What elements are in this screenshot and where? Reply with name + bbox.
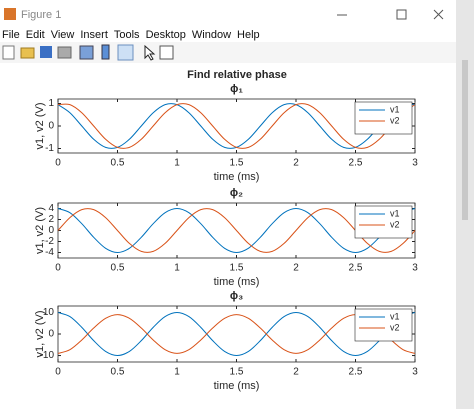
y-tick-label: 0 [48,225,54,236]
x-tick-label: 0.5 [111,367,125,378]
new-icon[interactable] [2,45,15,60]
x-tick-label: 2.5 [349,263,363,274]
menu: File Edit View Insert Tools Desktop Window Help [2,29,260,41]
window-title: Figure 1 [21,9,61,21]
maximize-button[interactable] [396,9,407,20]
menu-item[interactable]: Window [192,29,231,41]
x-axis-label: time (ms) [214,171,260,183]
x-tick-label: 1.5 [230,158,244,169]
y-tick-label: -4 [45,247,54,258]
y-tick-label: -1 [45,143,54,154]
x-tick-label: 1 [174,158,180,169]
scrollbar [462,60,468,220]
close-button[interactable] [433,9,444,20]
x-tick-label: 1.5 [230,263,244,274]
legend-icon[interactable] [117,44,134,61]
menu-item[interactable]: Insert [80,29,108,41]
legend-box [354,308,413,342]
legend-label: v2 [390,322,400,332]
x-tick-label: 0 [55,263,61,274]
app-icon [4,8,16,20]
figure-title: Find relative phase [187,69,287,81]
legend-label: v1 [390,311,400,321]
legend-box [354,101,413,135]
x-tick-label: 0 [55,158,61,169]
toolbar-icons [2,44,174,61]
y-axis-label: v1, v2 (V) [34,207,46,254]
y-tick-label: 4 [48,203,54,214]
legend-label: v2 [390,219,400,229]
open-icon[interactable] [20,47,35,59]
x-tick-label: 1.5 [230,367,244,378]
save-icon[interactable] [40,46,52,58]
x-tick-label: 0.5 [111,263,125,274]
x-tick-label: 2.5 [349,158,363,169]
menu-item[interactable]: Help [237,29,260,41]
x-tick-label: 3 [412,263,418,274]
title-bar [0,0,456,29]
axes-title: ϕ₂ [230,187,243,199]
x-tick-label: 1 [174,367,180,378]
x-axis-label: time (ms) [214,380,260,392]
x-tick-label: 0 [55,367,61,378]
y-tick-label: -2 [45,236,54,247]
link-icon[interactable] [79,45,94,60]
y-axis-label: v1, v2 (V) [34,102,46,149]
axes-title: ϕ₃ [230,290,243,302]
series-line [57,207,416,254]
series-line [57,311,416,357]
x-tick-label: 3 [412,367,418,378]
y-tick-label: -10 [40,350,55,361]
menu-item[interactable]: Tools [114,29,140,41]
menu-item[interactable]: Edit [26,29,45,41]
legend-label: v1 [390,208,400,218]
x-tick-label: 3 [412,158,418,169]
x-tick-label: 2.5 [349,367,363,378]
toolbar [0,42,456,63]
legend-box [354,205,413,239]
y-tick-label: 2 [48,214,54,225]
legend-label: v2 [390,115,400,125]
series-line [57,103,416,149]
y-tick-label: 0 [48,329,54,340]
x-tick-label: 2 [293,263,299,274]
menu-item[interactable]: Desktop [146,29,186,41]
x-tick-label: 2 [293,158,299,169]
y-tick-label: 1 [48,98,54,109]
x-tick-label: 2 [293,367,299,378]
property-icon[interactable] [159,45,174,60]
menu-item[interactable]: File [2,29,20,41]
menu-item[interactable]: View [51,29,75,41]
y-tick-label: 0 [48,121,54,132]
colorbar-icon[interactable] [101,44,110,60]
axes-title: ϕ₁ [230,83,243,95]
menu-bar [0,29,456,42]
x-axis-label: time (ms) [214,276,260,288]
x-tick-label: 0.5 [111,158,125,169]
print-icon[interactable] [57,46,72,59]
y-axis-label: v1, v2 (V) [34,310,46,357]
pointer-icon[interactable] [144,44,156,61]
legend-label: v1 [390,104,400,114]
y-tick-label: 10 [43,307,55,318]
x-tick-label: 1 [174,263,180,274]
